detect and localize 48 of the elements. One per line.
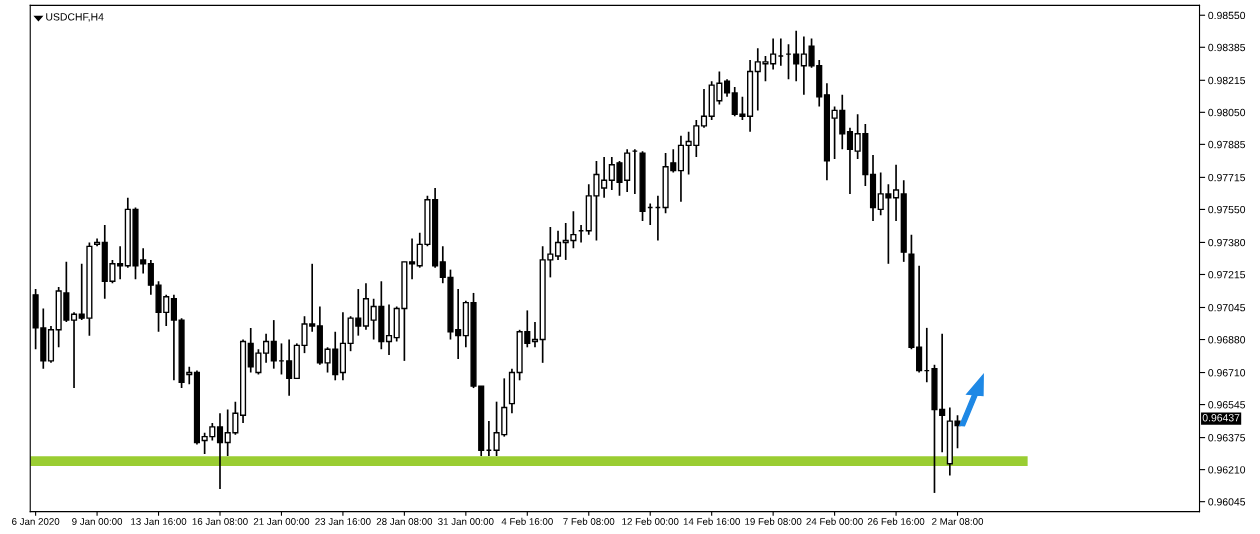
candlestick <box>408 237 416 281</box>
x-tick-label: 7 Feb 08:00 <box>563 517 615 525</box>
y-tick-label: 0.96880 <box>1208 336 1246 344</box>
y-tick-label: 0.96545 <box>1208 401 1246 409</box>
x-tick-label: 24 Feb 00:00 <box>806 517 863 525</box>
x-tick-label: 14 Feb 16:00 <box>683 517 740 525</box>
candlestick <box>793 29 800 83</box>
x-tick-label: 2 Mar 08:00 <box>932 518 984 525</box>
text: 0.96437 <box>1202 414 1240 422</box>
y-tick-label: 0.96210 <box>1208 466 1246 474</box>
y-tick-label: 0.97715 <box>1208 173 1246 182</box>
candlestick <box>170 294 177 382</box>
x-tick-label: 19 Feb 08:00 <box>745 517 802 525</box>
candlestick <box>263 332 270 364</box>
candlestick <box>892 163 900 222</box>
x-tick-label: 13 Jan 16:00 <box>131 518 187 525</box>
candlestick <box>700 88 708 129</box>
candlestick <box>846 127 854 195</box>
candlestick <box>216 412 224 490</box>
y-tick-label: 0.97215 <box>1208 270 1246 279</box>
x-tick-label: 31 Jan 00:00 <box>438 518 494 525</box>
x-tick-label: 26 Feb 16:00 <box>867 517 925 525</box>
y-tick-label: 0.98550 <box>1208 11 1246 20</box>
text: USDCHF,H4 <box>46 13 104 22</box>
x-tick-label: 9 Jan 00:00 <box>72 518 123 525</box>
candlestick <box>554 229 562 261</box>
x-tick-label: 6 Jan 2020 <box>12 518 60 525</box>
y-tick-label: 0.97885 <box>1208 140 1246 149</box>
y-tick-label: 0.98215 <box>1208 76 1246 85</box>
y-tick-label: 0.96710 <box>1208 369 1246 377</box>
y-tick-label: 0.96375 <box>1208 434 1246 442</box>
y-tick-label: 0.96045 <box>1208 498 1246 506</box>
candlestick <box>385 303 393 356</box>
candlestick <box>286 338 293 397</box>
candlestick <box>70 311 78 389</box>
y-tick-label: 0.97380 <box>1208 238 1246 247</box>
y-tick-label: 0.98385 <box>1208 43 1246 52</box>
y-tick-label: 0.97045 <box>1208 303 1246 312</box>
candlestick <box>531 321 539 349</box>
candlestick <box>270 319 277 370</box>
x-tick-label: 23 Jan 16:00 <box>315 518 371 525</box>
x-tick-label: 28 Jan 08:00 <box>376 518 433 525</box>
y-tick-label: 0.97550 <box>1208 205 1246 214</box>
y-tick-label: 0.98050 <box>1208 108 1246 117</box>
x-tick-label: 12 Feb 00:00 <box>622 517 679 525</box>
x-tick-label: 16 Jan 08:00 <box>192 518 248 525</box>
x-tick-label: 4 Feb 16:00 <box>501 517 553 525</box>
x-tick-label: 21 Jan 00:00 <box>253 518 310 525</box>
